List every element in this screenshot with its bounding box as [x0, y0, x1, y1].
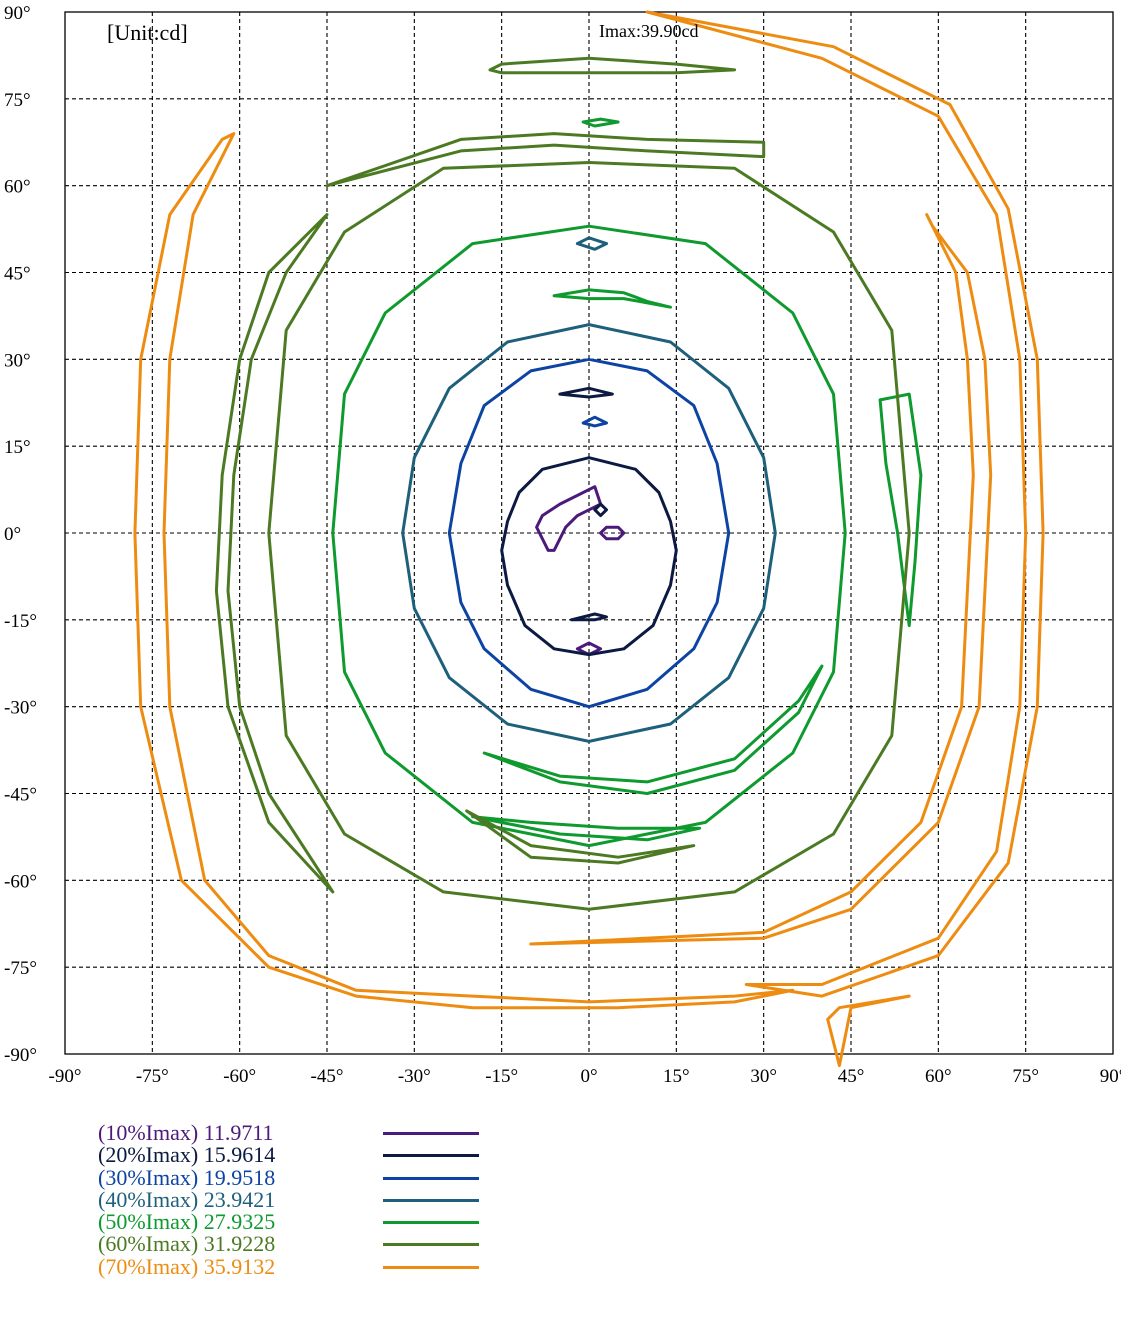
- contour-line: [878, 392, 923, 628]
- y-tick-label: 15°: [4, 437, 31, 458]
- unit-label: [Unit:cd]: [107, 20, 188, 45]
- legend-value: 31.9228: [198, 1231, 276, 1257]
- x-tick-label: 45°: [838, 1066, 865, 1087]
- contour-line: [558, 386, 614, 399]
- contour-line: [447, 357, 731, 709]
- legend-value: 15.9614: [198, 1142, 276, 1168]
- legend-swatch: [383, 1132, 479, 1135]
- legend-swatch: [383, 1176, 479, 1180]
- contour-line: [535, 485, 603, 552]
- x-tick-label: -30°: [398, 1066, 431, 1087]
- legend-level-label: (50%Imax): [98, 1209, 199, 1235]
- contour-lines: [133, 10, 1045, 1068]
- legend-swatch: [383, 1154, 479, 1158]
- x-tick-label: 90°: [1100, 1066, 1121, 1087]
- contour-line: [488, 56, 737, 75]
- y-tick-label: -90°: [4, 1045, 37, 1066]
- contour-line: [214, 213, 335, 894]
- legend-swatch: [383, 1243, 479, 1247]
- contour-line: [570, 612, 608, 622]
- contour-line: [482, 664, 824, 795]
- contour-line: [267, 161, 911, 911]
- contour-line: [599, 525, 626, 541]
- x-tick-label: 0°: [580, 1066, 597, 1087]
- x-tick-label: -60°: [223, 1066, 256, 1087]
- x-tick-label: -75°: [136, 1066, 169, 1087]
- x-tick-label: -45°: [311, 1066, 344, 1087]
- legend: (10%Imax) 11.9711 (20%Imax) 15.9614 (30%Im…: [98, 1120, 479, 1279]
- y-tick-label: 30°: [4, 350, 31, 371]
- contour-line: [575, 236, 608, 251]
- x-tick-label: 60°: [925, 1066, 952, 1087]
- y-tick-label: -60°: [4, 871, 37, 892]
- contour-line: [529, 213, 993, 946]
- y-tick-label: 90°: [4, 3, 31, 24]
- contour-line: [465, 809, 696, 865]
- legend-item: (60%Imax) 31.9228: [98, 1231, 479, 1257]
- contour-line: [331, 224, 847, 848]
- legend-swatch: [383, 1221, 479, 1225]
- legend-level-label: (60%Imax): [98, 1231, 199, 1257]
- x-tick-label: 30°: [750, 1066, 777, 1087]
- legend-item: (30%Imax) 19.9518: [98, 1164, 479, 1190]
- legend-value: 27.9325: [198, 1209, 276, 1235]
- contour-line: [581, 117, 620, 128]
- y-tick-label: -75°: [4, 958, 37, 979]
- contour-line: [552, 288, 672, 309]
- contour-line: [500, 456, 678, 657]
- legend-level-label: (20%Imax): [98, 1142, 199, 1168]
- legend-level-label: (40%Imax): [98, 1186, 199, 1212]
- legend-value: 19.9518: [198, 1164, 276, 1190]
- legend-item: (20%Imax) 15.9614: [98, 1142, 479, 1168]
- contour-line: [401, 323, 777, 743]
- y-tick-label: 60°: [4, 177, 31, 198]
- y-tick-label: 45°: [4, 264, 31, 285]
- legend-value: 23.9421: [198, 1186, 276, 1212]
- x-tick-label: -15°: [485, 1066, 518, 1087]
- y-tick-label: -45°: [4, 785, 37, 806]
- legend-swatch: [383, 1198, 479, 1202]
- legend-level-label: (10%Imax): [98, 1120, 199, 1145]
- legend-level-label: (30%Imax): [98, 1164, 199, 1190]
- legend-value: 11.9711: [198, 1120, 274, 1145]
- contour-line: [471, 815, 702, 842]
- contour-line: [826, 994, 911, 1068]
- imax-label: Imax:39.90cd: [599, 21, 698, 41]
- x-tick-label: 75°: [1012, 1066, 1039, 1087]
- x-tick-label: -90°: [49, 1066, 82, 1087]
- contour-line: [645, 10, 1045, 998]
- contour-line: [593, 502, 608, 518]
- legend-item: (40%Imax) 23.9421: [98, 1186, 479, 1212]
- legend-swatch: [383, 1265, 479, 1269]
- y-tick-label: -15°: [4, 611, 37, 632]
- y-tick-label: -30°: [4, 698, 37, 719]
- y-tick-label: 0°: [4, 524, 21, 545]
- legend-level-label: (70%Imax): [98, 1253, 199, 1279]
- legend-item: (70%Imax) 35.9132: [98, 1253, 479, 1279]
- contour-line: [133, 132, 795, 1010]
- legend-item: (10%Imax) 11.9711: [98, 1120, 479, 1145]
- y-tick-label: 75°: [4, 90, 31, 111]
- x-tick-label: 15°: [663, 1066, 690, 1087]
- contour-line: [581, 415, 608, 428]
- legend-value: 35.9132: [198, 1253, 276, 1279]
- contour-line: [325, 132, 766, 188]
- legend-item: (50%Imax) 27.9325: [98, 1209, 479, 1235]
- tick-labels: -90° -75° -60° -45° -30° -15° 0° 15° 30° 45° 60° 75…: [4, 3, 1121, 1087]
